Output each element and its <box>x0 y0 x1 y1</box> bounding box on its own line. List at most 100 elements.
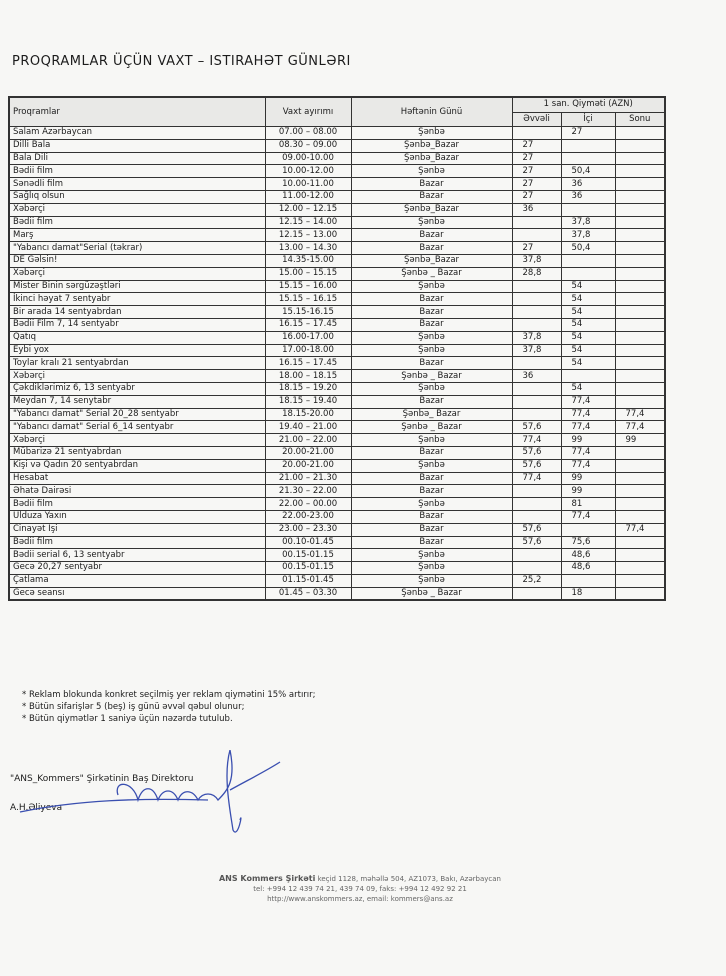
evvel-cell: 36 <box>511 202 562 217</box>
ici-cell <box>560 138 616 153</box>
evvel-cell <box>511 228 562 243</box>
evvel-cell: 57,6 <box>511 420 562 435</box>
program-cell: Bədii Film 7, 14 sentyabr <box>8 317 266 332</box>
notes: * Reklam blokunda konkret seçilmiş yer r… <box>22 689 316 725</box>
evvel-cell <box>511 215 562 230</box>
evvel-cell <box>511 484 562 499</box>
evvel-cell <box>511 292 562 307</box>
day-cell: Bazar <box>350 445 513 460</box>
ici-cell: 27 <box>560 126 616 140</box>
time-cell: 15.15-16.15 <box>264 305 352 319</box>
time-cell: 18.00 – 18.15 <box>264 369 352 383</box>
day-cell: Bazar <box>350 305 513 319</box>
table-row: Bədii film 00.10-01.45 Bazar 57,6 75,6 <box>8 535 666 550</box>
sonu-cell <box>614 228 666 243</box>
note: * Bütün qiymətlər 1 saniyə üçün nəzərdə … <box>22 714 233 724</box>
table-row: Mister Binin sərgüzəştləri 15.15 – 16.00 Ş… <box>8 279 666 294</box>
sonu-cell <box>614 484 666 499</box>
day-cell: Şənbə _ Bazar <box>350 369 513 383</box>
signatory-position: "ANS_Kommers" Şirkətinin Baş Direktoru <box>10 774 194 784</box>
time-cell: 22.00 – 00.00 <box>264 497 352 511</box>
day-cell: Şənbə _ Bazar <box>350 420 513 435</box>
page-title: Proqramlar üçün vaxt – istirahət günləri <box>12 54 351 69</box>
evvel-cell <box>511 126 562 140</box>
table-row: "Yabancı damat"Serial (təkrar) 13.00 – 14… <box>8 241 666 255</box>
table-row: Mübarizə 21 sentyabrdan 20.00-21.00 Bazar 5… <box>8 445 666 460</box>
time-cell: 15.15 – 16.00 <box>264 279 352 294</box>
ici-cell: 77,4 <box>560 445 616 460</box>
day-cell: Bazar <box>350 394 513 409</box>
table-row: Xəbərçi 15.00 – 15.15 Şənbə _ Bazar 28,8 <box>8 266 666 281</box>
sonu-cell <box>614 445 666 460</box>
sonu-cell <box>614 497 666 511</box>
time-cell: 19.40 – 21.00 <box>264 420 352 435</box>
program-cell: Xəbərçi <box>8 266 266 281</box>
program-cell: Bədii film <box>8 164 266 179</box>
evvel-cell: 27 <box>511 151 562 166</box>
ici-cell: 77,4 <box>560 407 616 422</box>
program-cell: Meydan 7, 14 senytabr <box>8 394 266 409</box>
sonu-cell <box>614 189 666 204</box>
sonu-cell <box>614 215 666 230</box>
sonu-cell <box>614 292 666 307</box>
table-row: Cinayət İşi 23.00 – 23.30 Bazar 57,6 77,4 <box>8 522 666 537</box>
evvel-cell <box>511 394 562 409</box>
table-row: Hesabat 21.00 – 21.30 Bazar 77,4 99 <box>8 471 666 486</box>
sonu-cell <box>614 369 666 383</box>
time-cell: 20.00-21.00 <box>264 458 352 473</box>
sonu-cell <box>614 394 666 409</box>
program-cell: Sağlıq olsun <box>8 189 266 204</box>
sonu-cell <box>614 126 666 140</box>
sonu-cell: 99 <box>614 433 666 447</box>
program-cell: Xəbərçi <box>8 202 266 217</box>
table-row: DE Gəlsin! 14.35-15.00 Şənbə_Bazar 37,8 <box>8 253 666 268</box>
time-cell: 12.15 – 13.00 <box>264 228 352 243</box>
table-row: Bədii film 10.00-12.00 Şənbə 27 50,4 <box>8 164 666 179</box>
day-cell: Bazar <box>350 241 513 255</box>
time-cell: 14.35-15.00 <box>264 253 352 268</box>
ici-cell <box>560 369 616 383</box>
evvel-cell: 57,6 <box>511 522 562 537</box>
evvel-cell: 57,6 <box>511 445 562 460</box>
time-cell: 09.00-10.00 <box>264 151 352 166</box>
evvel-cell <box>511 407 562 422</box>
table-row: Çatlama 01.15-01.45 Şənbə 25,2 <box>8 573 666 588</box>
program-cell: Mister Binin sərgüzəştləri <box>8 279 266 294</box>
program-cell: Gecə 20,27 sentyabr <box>8 561 266 575</box>
program-cell: Bədii film <box>8 535 266 550</box>
evvel-cell <box>511 497 562 511</box>
evvel-cell: 77,4 <box>511 471 562 486</box>
sonu-cell: 77,4 <box>614 407 666 422</box>
table-row: Meydan 7, 14 senytabr 18.15 – 19.40 Bazar 7… <box>8 394 666 409</box>
program-cell: Salam Azərbaycan <box>8 126 266 140</box>
evvel-cell: 27 <box>511 164 562 179</box>
table-row: Bədii Film 7, 14 sentyabr 16.15 – 17.45 Ba… <box>8 317 666 332</box>
day-cell: Şənbə <box>350 497 513 511</box>
sonu-cell <box>614 279 666 294</box>
program-cell: Marş <box>8 228 266 243</box>
program-cell: Xəbərçi <box>8 369 266 383</box>
sonu-cell <box>614 330 666 345</box>
day-cell: Şənbə_Bazar <box>350 253 513 268</box>
sonu-cell <box>614 343 666 358</box>
time-cell: 15.00 – 15.15 <box>264 266 352 281</box>
sonu-cell <box>614 356 666 371</box>
ici-cell: 81 <box>560 497 616 511</box>
evvel-cell: 36 <box>511 369 562 383</box>
day-cell: Şənbə <box>350 215 513 230</box>
table-row: "Yabancı damat" Serial 20_28 sentyabr 18.… <box>8 407 666 422</box>
ici-cell: 77,4 <box>560 420 616 435</box>
time-cell: 21.30 – 22.00 <box>264 484 352 499</box>
schedule-table: Proqramlar Vaxt ayırımı Həftənin Günü 1 … <box>8 96 666 602</box>
table-row: Gecə 20,27 sentyabr 00.15-01.15 Şənbə 48,6 <box>8 561 666 575</box>
sonu-cell: 77,4 <box>614 522 666 537</box>
header-price: 1 san. Qiymәti (AZN) <box>511 96 666 113</box>
sonu-cell <box>614 317 666 332</box>
time-cell: 23.00 – 23.30 <box>264 522 352 537</box>
time-cell: 07.00 – 08.00 <box>264 126 352 140</box>
time-cell: 21.00 – 21.30 <box>264 471 352 486</box>
program-cell: Sənədli film <box>8 177 266 191</box>
program-cell: Hesabat <box>8 471 266 486</box>
header-time: Vaxt ayırımı <box>264 96 352 127</box>
ici-cell: 54 <box>560 381 616 396</box>
